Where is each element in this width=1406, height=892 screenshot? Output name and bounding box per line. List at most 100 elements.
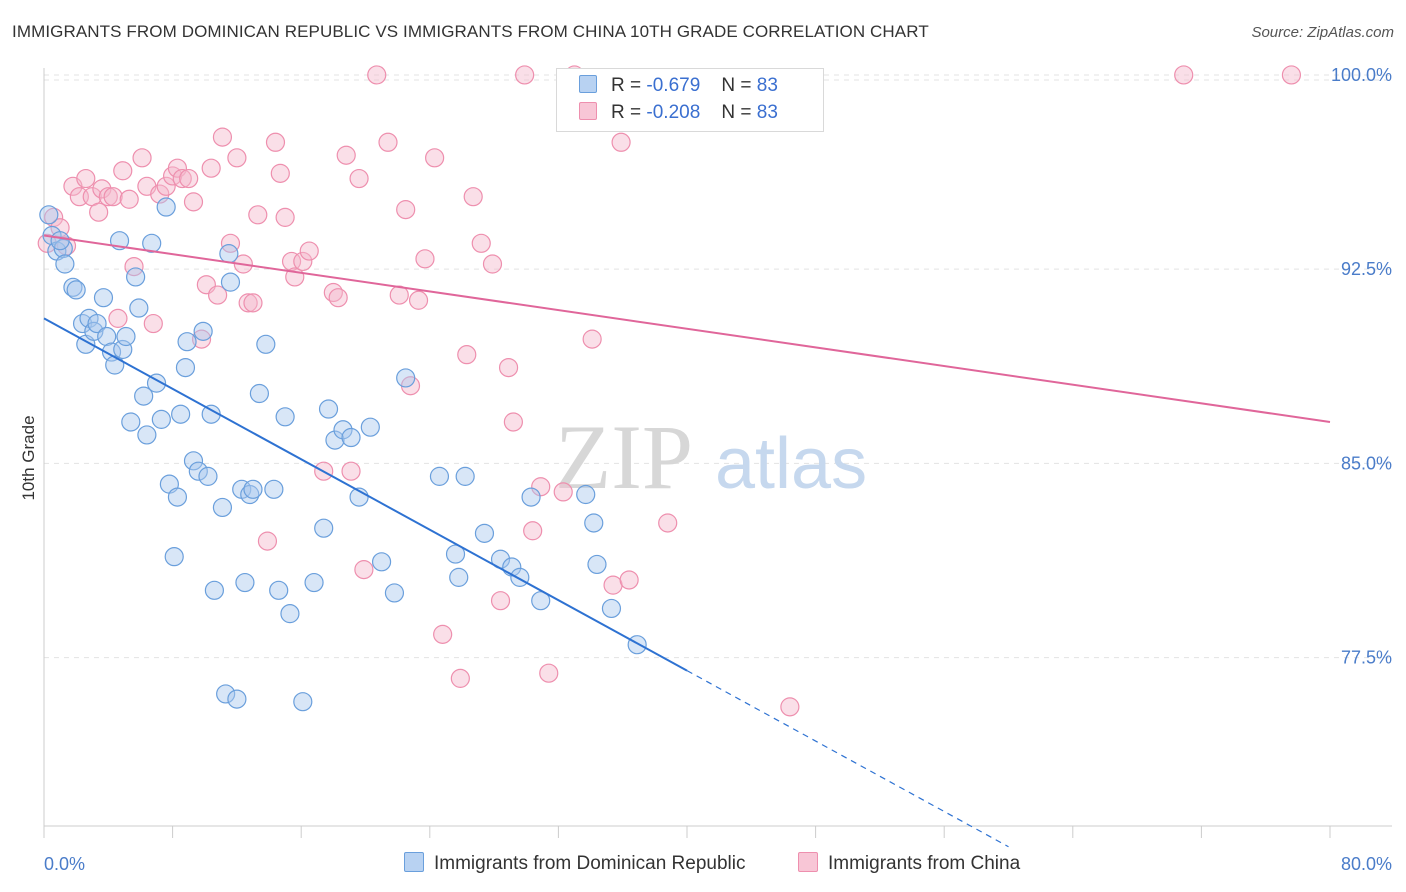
china-point <box>143 313 163 334</box>
china-point <box>341 461 361 481</box>
china-point <box>582 329 602 349</box>
dominican-point <box>235 572 255 593</box>
china-point <box>433 624 453 644</box>
china-point <box>156 176 176 196</box>
china-point <box>378 132 398 152</box>
dominican-point <box>341 427 361 448</box>
china-point <box>354 560 374 580</box>
china-point <box>531 477 551 497</box>
dominican-point <box>177 332 197 352</box>
dominican-point <box>134 386 154 406</box>
dominican-trend-line <box>43 317 688 672</box>
china-point <box>257 531 278 551</box>
china-point <box>336 145 356 165</box>
dominican-point <box>396 368 416 388</box>
dominican-point <box>55 254 75 274</box>
dominican-point <box>66 280 86 300</box>
china-point <box>780 697 800 717</box>
watermark: ZIP atlas <box>555 406 867 508</box>
legend-swatch-blue <box>579 75 597 93</box>
dominican-point <box>445 544 466 564</box>
bottom-legend-dominican: Immigrants from Dominican Republic <box>404 852 746 875</box>
dominican-point <box>175 358 196 378</box>
china-point <box>515 65 535 85</box>
y-tick-label: 85.0% <box>1341 453 1392 473</box>
china-point <box>132 148 152 168</box>
legend-row-china: R = -0.208 N = 83 <box>579 102 778 128</box>
china-point <box>658 513 678 533</box>
dominican-point <box>126 267 146 287</box>
china-point <box>408 290 429 310</box>
china-point <box>619 570 639 590</box>
chart-source: Source: ZipAtlas.com <box>1251 24 1394 41</box>
watermark-zip: ZIP <box>555 406 693 508</box>
dominican-point <box>219 244 239 264</box>
dominican-point <box>171 404 191 424</box>
dominican-point <box>333 420 353 440</box>
dominican-point <box>384 583 405 603</box>
dominican-point <box>240 484 260 505</box>
dominican-point <box>449 567 469 587</box>
dominican-point <box>576 484 596 505</box>
dominican-point <box>183 451 204 471</box>
dominican-point <box>256 334 276 354</box>
dominican-point <box>84 321 104 341</box>
dominican-point <box>227 689 247 709</box>
china-point <box>328 288 348 308</box>
dominican-point <box>264 479 284 499</box>
dominican-point <box>93 288 114 308</box>
china-point <box>227 148 247 168</box>
bottom-legend-label-china: Immigrants from China <box>828 853 1021 874</box>
dominican-point <box>269 580 289 600</box>
china-point <box>498 358 519 378</box>
dominican-point <box>371 552 392 572</box>
legend: R = -0.679 N = 83 R = -0.208 N = 83 <box>556 68 824 132</box>
china-point <box>482 254 503 274</box>
dominican-point <box>204 580 224 600</box>
legend-r-china: -0.208 <box>646 102 701 123</box>
dominican-point <box>318 399 339 419</box>
china-point <box>172 168 192 189</box>
china-point <box>523 521 543 541</box>
china-point <box>119 189 139 209</box>
legend-row-dominican: R = -0.679 N = 83 <box>579 75 778 101</box>
x-tick-labels: 0.0% 80.0% <box>44 854 1392 874</box>
dominican-point <box>198 466 218 486</box>
china-point <box>201 158 221 178</box>
legend-r-label: R = <box>611 75 642 96</box>
dominican-trend-extension <box>686 670 1009 848</box>
china-point <box>243 293 263 313</box>
china-point <box>76 168 96 189</box>
dominican-point <box>156 197 176 217</box>
dominican-point <box>72 313 93 334</box>
dominican-point <box>193 321 213 341</box>
bottom-legend-swatch-pink <box>798 852 818 872</box>
dominican-point <box>584 513 604 533</box>
dominican-point <box>275 407 295 427</box>
china-point <box>108 308 128 328</box>
dominican-point <box>220 272 241 292</box>
dominican-point <box>87 313 107 334</box>
dominican-point <box>360 417 380 437</box>
dominican-point <box>601 598 622 619</box>
china-point <box>179 168 199 189</box>
legend-r-dominican: -0.679 <box>646 75 701 96</box>
trend-lines <box>43 234 1331 848</box>
bottom-legend-china: Immigrants from China <box>798 852 1020 875</box>
china-point <box>415 249 435 269</box>
china-point <box>299 241 319 261</box>
china-point <box>238 293 258 313</box>
china-point <box>1174 65 1194 85</box>
chart-title: IMMIGRANTS FROM DOMINICAN REPUBLIC VS IM… <box>12 22 929 41</box>
china-point <box>275 207 295 227</box>
china-point <box>191 329 212 349</box>
china-point <box>450 668 470 688</box>
china-point <box>490 591 511 611</box>
china-point <box>293 251 313 272</box>
china-point <box>270 163 290 183</box>
y-tick-label: 92.5% <box>1341 259 1392 279</box>
dominican-point <box>167 487 188 507</box>
x-tick-label: 0.0% <box>44 854 85 874</box>
dominican-point <box>129 298 149 318</box>
dominican-point <box>53 238 73 259</box>
